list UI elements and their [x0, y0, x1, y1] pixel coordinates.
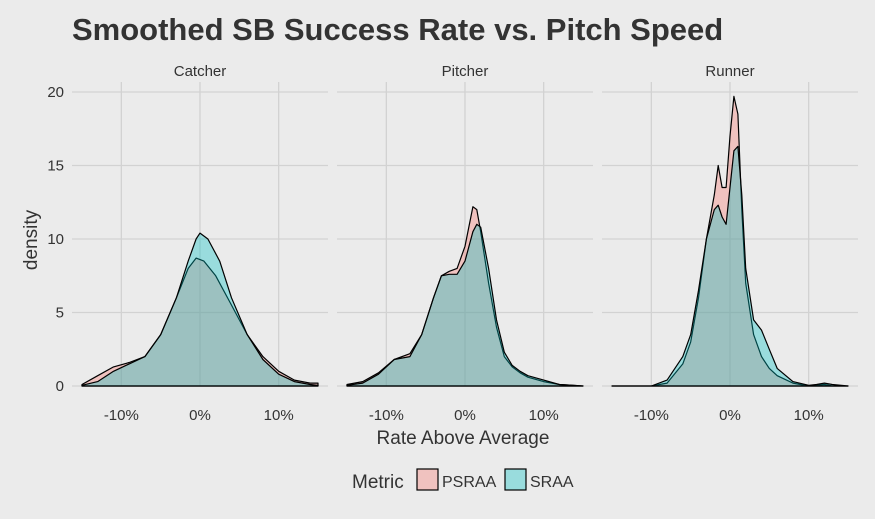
facet-label: Catcher [174, 63, 227, 80]
facet-label: Runner [705, 63, 754, 80]
facet-panel: Pitcher -10% 0% 10% [337, 63, 593, 424]
x-tick-label: -10% [634, 407, 669, 424]
legend-swatch-sraa [504, 468, 527, 491]
x-tick-label: 0% [454, 407, 476, 424]
legend-title: Metric [352, 472, 404, 493]
density-area-sraa [611, 145, 849, 387]
x-tick-label: 10% [264, 407, 294, 424]
x-tick-label: -10% [369, 407, 404, 424]
y-tick-label: 0 [56, 378, 64, 395]
x-tick-label: 0% [719, 407, 741, 424]
facet-panel: Runner -10% 0% 10% [602, 63, 858, 424]
x-tick-label: 0% [189, 407, 211, 424]
density-area-sraa [346, 223, 584, 387]
x-tick-label: 10% [794, 407, 824, 424]
y-axis-label: density [21, 209, 42, 270]
legend-label-psraa: PSRAA [442, 474, 497, 491]
y-tick-label: 10 [47, 231, 64, 248]
x-tick-label: 10% [529, 407, 559, 424]
legend-swatch-psraa [416, 468, 439, 491]
facet-panel: Catcher -10% 0% 10% [72, 63, 328, 424]
legend-label-sraa: SRAA [530, 474, 574, 491]
y-tick-label: 5 [56, 305, 64, 322]
y-tick-label: 15 [47, 158, 64, 175]
x-tick-label: -10% [104, 407, 139, 424]
chart-title: Smoothed SB Success Rate vs. Pitch Speed [72, 12, 724, 47]
y-tick-label: 20 [47, 84, 64, 101]
density-area-sraa [81, 232, 319, 387]
facet-label: Pitcher [442, 63, 489, 80]
x-axis-label: Rate Above Average [377, 428, 550, 449]
